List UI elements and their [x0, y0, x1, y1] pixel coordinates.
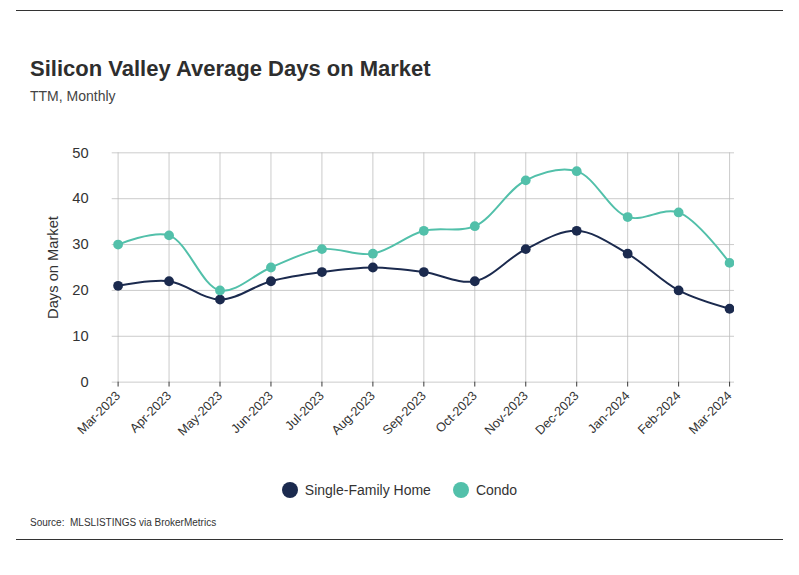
svg-text:Jan-2024: Jan-2024 — [585, 388, 633, 436]
svg-text:Mar-2024: Mar-2024 — [685, 388, 734, 437]
html-text:Silicon Valley Average Days on: Silicon Valley Average Days on Market — [30, 56, 431, 81]
html-text:Single-Family Home: Single-Family Home — [304, 482, 431, 498]
svg-text:0: 0 — [81, 374, 89, 390]
svg-text:Oct-2023: Oct-2023 — [432, 388, 480, 436]
svg-text:Dec-2023: Dec-2023 — [532, 388, 582, 438]
html-text:Condo: Condo — [475, 482, 518, 498]
html-text:TTM, Monthly: TTM, Monthly — [30, 88, 116, 104]
svg-text:40: 40 — [72, 190, 88, 206]
svg-text:Mar-2023: Mar-2023 — [74, 388, 123, 437]
svg-text:Jun-2023: Jun-2023 — [228, 388, 276, 436]
svg-text:30: 30 — [72, 236, 88, 252]
svg-text:Aug-2023: Aug-2023 — [328, 388, 378, 438]
svg-text:Nov-2023: Nov-2023 — [481, 388, 531, 438]
svg-text:20: 20 — [72, 282, 88, 298]
svg-text:Jul-2023: Jul-2023 — [282, 388, 327, 433]
svg-text:50: 50 — [72, 145, 88, 161]
svg-text:Apr-2023: Apr-2023 — [126, 388, 174, 436]
svg-text:May-2023: May-2023 — [174, 388, 225, 439]
svg-text:Sep-2023: Sep-2023 — [379, 388, 429, 438]
svg-text:Feb-2024: Feb-2024 — [635, 388, 684, 437]
svg-text:Days on Market: Days on Market — [45, 216, 61, 319]
svg-text:10: 10 — [72, 328, 88, 344]
html-text:Source: MLSLISTINGS via Broker: Source: MLSLISTINGS via BrokerMetrics — [30, 517, 217, 528]
